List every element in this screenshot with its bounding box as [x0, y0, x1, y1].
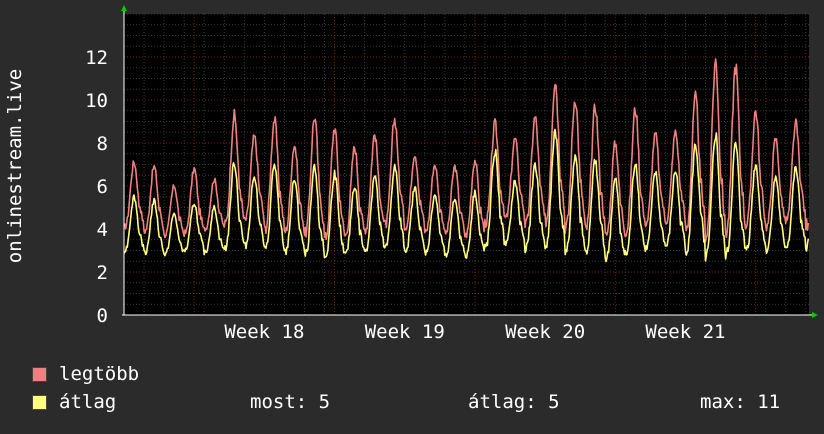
legend-label-avg: átlag	[59, 391, 117, 413]
y-tick-label: 10	[85, 90, 108, 112]
x-axis-arrow	[812, 312, 818, 318]
y-tick-label: 0	[97, 305, 108, 327]
x-tick-label: Week 18	[224, 321, 304, 343]
legend-swatch-avg	[32, 394, 47, 410]
x-tick-label: Week 20	[505, 321, 585, 343]
y-tick-label: 8	[97, 133, 108, 155]
stat-average: átlag: 5	[468, 391, 560, 413]
x-tick-label: Week 21	[645, 321, 725, 343]
legend-label-max: legtöbb	[59, 363, 140, 385]
stat-now: most: 5	[250, 391, 331, 413]
series-line-avg	[123, 128, 810, 263]
y-tick-label: 12	[85, 47, 108, 69]
y-axis-label-container: onlinestream.live	[4, 0, 26, 430]
y-tick-label: 4	[97, 219, 108, 241]
y-axis-arrow	[121, 5, 127, 11]
legend-item-avg: átlag	[32, 391, 116, 413]
y-tick-label: 2	[97, 262, 108, 284]
series-line-max	[123, 58, 810, 243]
y-tick-label: 6	[97, 176, 108, 198]
stat-max: max: 11	[700, 391, 781, 413]
x-tick-label: Week 19	[365, 321, 445, 343]
legend-swatch-max	[32, 366, 47, 382]
legend-item-max: legtöbb	[32, 363, 139, 385]
y-axis-label: onlinestream.live	[4, 69, 24, 263]
